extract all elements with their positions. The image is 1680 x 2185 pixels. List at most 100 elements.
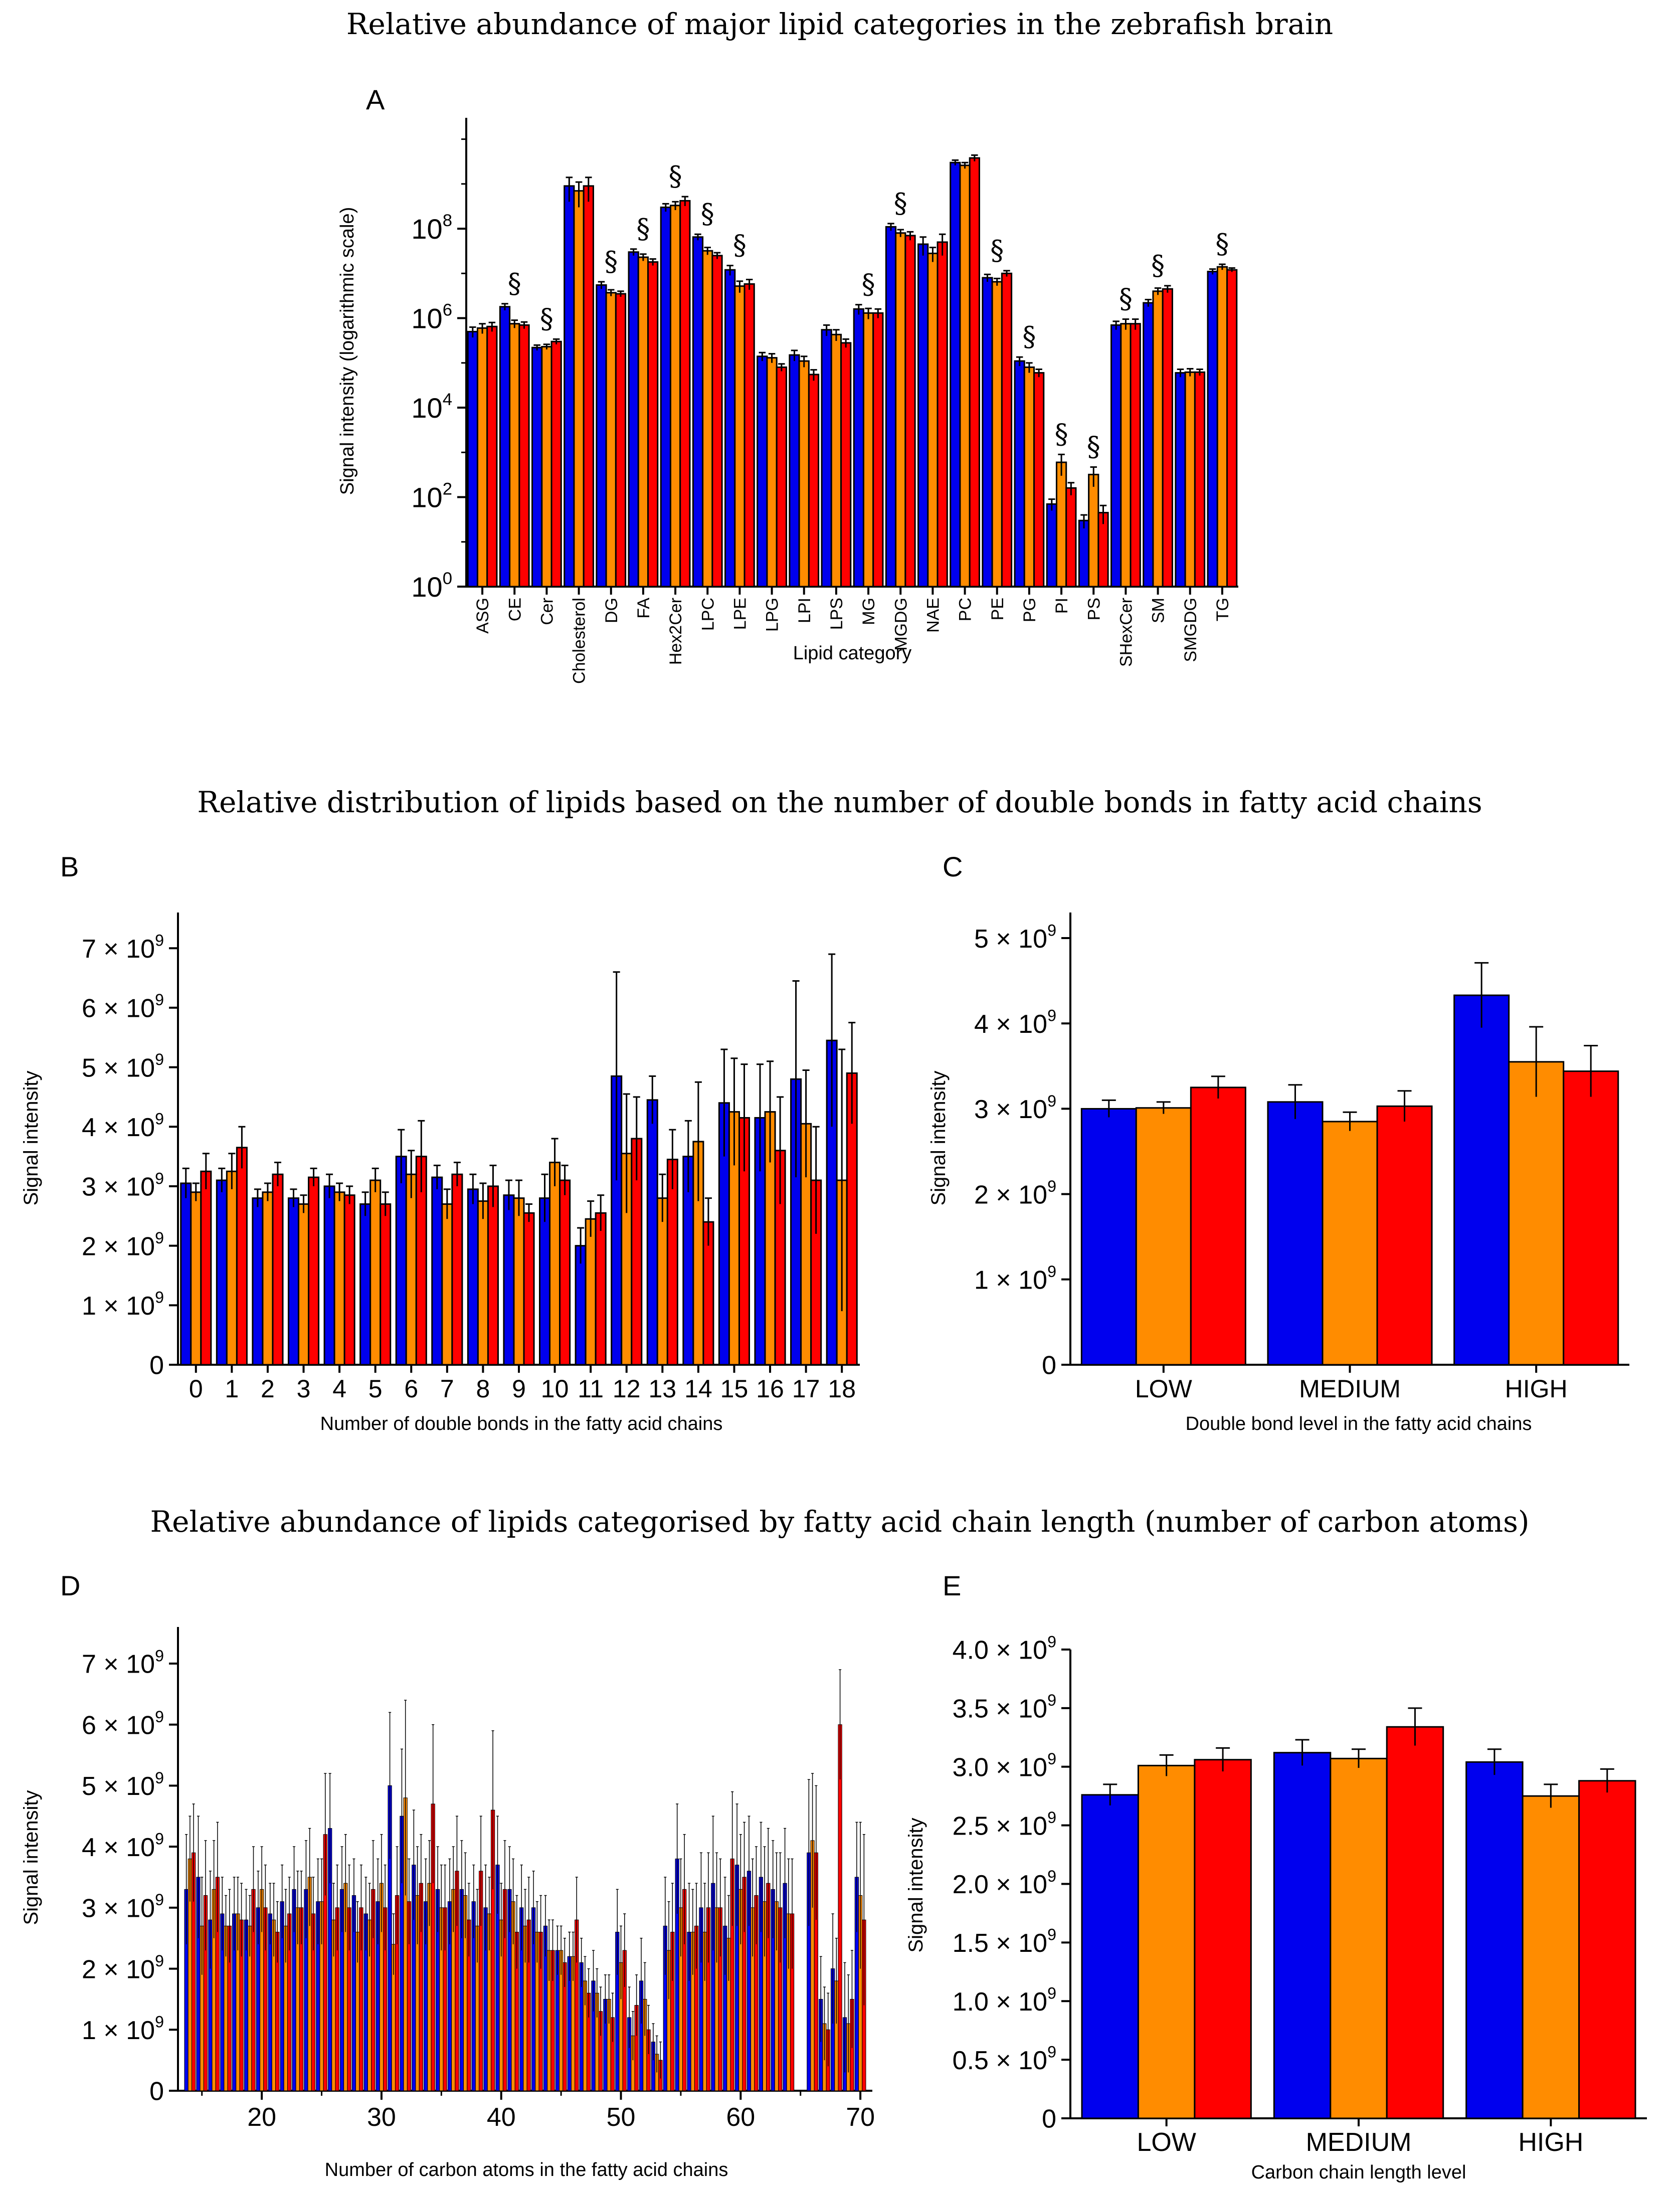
significance-mark: § [990,235,1004,266]
y-tick-label: 1 × 109 [82,2013,164,2045]
x-tick-label: MEDIUM [1299,1375,1401,1403]
x-tick-label: 18 [828,1375,856,1403]
bar-group2-HIGH [1522,1795,1580,2119]
x-tick-label: Cer [537,598,556,625]
bar-group1-PC [950,161,961,588]
x-axis-title: Number of carbon atoms in the fatty acid… [325,2159,728,2180]
bar-group1-LPS [821,329,832,588]
x-tick-label: MEDIUM [1306,2128,1412,2157]
x-axis-title: Lipid category [793,643,912,664]
y-tick-label: 4 × 109 [82,1830,164,1862]
bar-group3-LOW [1190,1086,1246,1366]
panel-label-e: E [943,1570,961,1601]
bar-group3-NAE [937,241,948,588]
bar-group2-LPC [702,250,713,588]
y-tick-label: 3 × 109 [82,1891,164,1923]
y-tick-label: 100 [411,569,452,603]
x-tick-label: LPS [827,598,846,630]
bar-group2-0 [190,1191,202,1366]
bar-group2-HIGH [1508,1061,1565,1366]
x-tick-label: MGDG [891,598,910,651]
x-tick-label: 9 [512,1375,526,1403]
panel-label-d: D [60,1570,80,1601]
bar-group1-8 [467,1188,479,1366]
panel-label-a: A [366,84,385,115]
bar-group2-SHexCer [1120,323,1132,588]
bar-group2-10 [549,1161,561,1366]
y-tick-label: 2.0 × 109 [953,1867,1056,1899]
x-tick-label: LPE [730,598,750,630]
y-tick-label: 4.0 × 109 [953,1632,1056,1665]
bar-group3-PI [1065,487,1077,588]
bar-group2-SM [1152,290,1164,588]
bar-group1-5 [359,1203,371,1366]
x-tick-label: TG [1213,598,1232,621]
bar-group2-TG [1216,266,1228,588]
bar-group3-MG [872,312,884,588]
bar-group1-13 [646,1099,658,1366]
y-tick-label: 106 [411,301,452,334]
y-tick-label: 0 [149,1351,164,1380]
significance-mark: § [862,269,875,300]
y-axis-title: Signal intensity [905,1817,927,1952]
bar-group2-PI [1055,461,1067,588]
significance-mark: § [733,230,746,261]
x-tick-label: PC [956,598,975,621]
bar-group1-ASG [467,330,478,588]
bar-group2-7 [441,1203,453,1366]
y-tick-label: 2 × 109 [82,1229,164,1261]
significance-mark: § [701,198,714,230]
bar-group2-6 [405,1173,417,1366]
significance-mark: § [508,268,521,299]
x-tick-label: PS [1084,598,1103,620]
x-tick-label: DG [602,598,621,623]
significance-mark: § [1119,283,1133,315]
chart-panel-d: D 0 1 × 109 2 × 109 3 × 109 4 × 109 5 × 109 6 ×… [20,1570,875,2180]
bar-group2-Cer [541,346,552,588]
bar-group2-MEDIUM [1330,1757,1388,2119]
bar-group3-10 [559,1179,571,1366]
significance-mark: § [604,246,618,277]
x-tick-label: NAE [923,598,943,633]
x-tick-label: 2 [261,1375,275,1403]
x-tick-label: 16 [756,1375,784,1403]
bar-group2-9 [513,1197,525,1366]
bar-group2-11 [585,1218,597,1366]
x-tick-label: SM [1149,598,1168,623]
bar-group1-7 [431,1176,443,1366]
y-tick-label: 4 × 109 [974,1007,1056,1039]
bar-group1-HIGH [1465,1761,1524,2119]
bar-group1-4 [323,1185,335,1366]
bar-group3-HIGH [1578,1780,1636,2119]
bar-group3-SHexCer [1130,323,1141,588]
x-tick-label: 15 [720,1375,749,1403]
y-axis-title: Signal intensity [927,1070,950,1205]
bar-group3-5 [380,1203,392,1366]
x-tick-label: LPG [763,598,782,632]
significance-mark: § [1087,431,1100,463]
y-tick-label: 3.0 × 109 [953,1750,1056,1782]
x-tick-label: 8 [476,1375,490,1403]
x-tick-label: 70 [846,2103,875,2132]
y-tick-label: 4 × 109 [82,1110,164,1142]
x-tick-label: PG [1020,598,1039,622]
bar-group1-MEDIUM [1273,1752,1332,2119]
y-axis-title: Signal intensity [20,1790,42,1925]
panel-label-b: B [60,851,79,882]
bar-group2-LPE [734,285,745,588]
x-tick-label: 7 [440,1375,454,1403]
y-tick-label: 1 × 109 [82,1289,164,1321]
bar-group1-PG [1014,360,1025,588]
bar-group3-FA [647,261,659,588]
bar-group3-SM [1162,288,1173,588]
y-tick-label: 104 [411,390,452,424]
x-tick-label: 5 [368,1375,383,1403]
y-tick-label: 3 × 109 [974,1092,1056,1124]
y-tick-label: 0 [149,2077,164,2106]
x-tick-label: 6 [404,1375,418,1403]
bar-group3-0 [200,1170,212,1366]
bar-group2-2 [262,1191,274,1366]
y-tick-label: 2.5 × 109 [953,1808,1056,1841]
bar-group3-ASG [486,325,498,588]
x-tick-label: SHexCer [1116,598,1136,667]
